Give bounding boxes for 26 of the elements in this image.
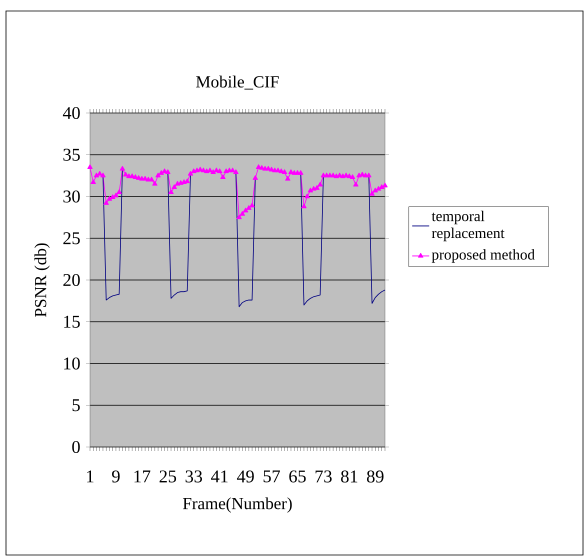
x-tick-label: 9 <box>112 470 120 482</box>
y-tick-label: 0 <box>72 440 80 454</box>
y-tick-label: 35 <box>63 148 80 161</box>
x-tick-label: 65 <box>289 470 306 482</box>
x-tick-label: 73 <box>316 470 332 482</box>
x-tick-label: 89 <box>366 470 384 483</box>
y-tick-label: 40 <box>62 106 80 120</box>
x-tick-label: 25 <box>160 470 176 482</box>
y-tick-label: 20 <box>63 274 80 286</box>
chart-title: Mobile_CIF <box>196 76 279 90</box>
y-tick-label: 5 <box>72 399 80 412</box>
x-tick-label: 49 <box>236 470 254 482</box>
y-tick-label: 15 <box>64 316 80 328</box>
x-tick-label: 33 <box>186 470 202 482</box>
y-tick-label: 30 <box>63 190 80 203</box>
x-tick-label: 1 <box>87 470 94 482</box>
x-tick-label: 17 <box>134 470 150 482</box>
y-tick-label: 25 <box>63 232 80 244</box>
x-axis-title: Frame(Number) <box>182 497 292 513</box>
x-tick-label: 81 <box>341 470 358 483</box>
legend-label: temporal replacement <box>432 210 505 242</box>
x-tick-label: 57 <box>264 470 280 482</box>
y-axis-title: PSNR (db) <box>34 243 50 317</box>
x-tick-label: 41 <box>211 470 228 482</box>
legend-label: proposed method <box>432 249 535 263</box>
y-tick-label: 10 <box>64 357 80 370</box>
